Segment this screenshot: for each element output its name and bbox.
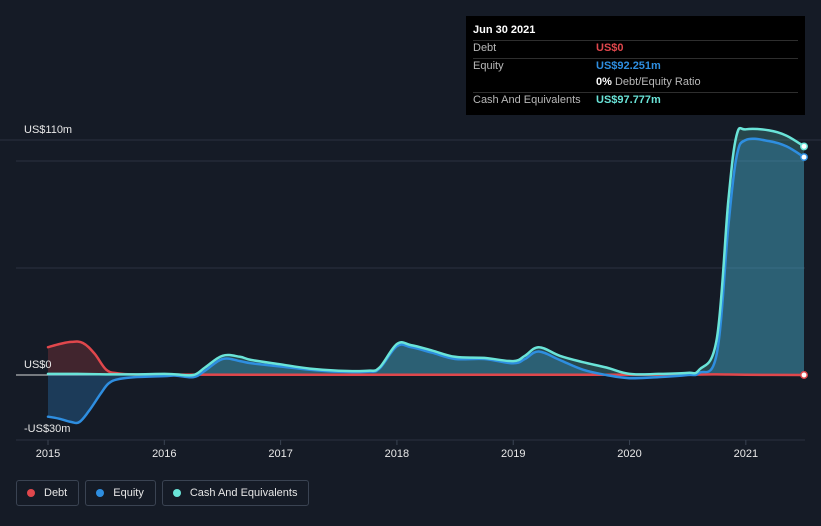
debt-dot-icon <box>27 489 35 497</box>
y-tick-label: -US$30m <box>24 423 70 435</box>
tooltip-row-equity: Equity US$92.251m <box>473 57 798 76</box>
x-tick-label: 2015 <box>36 448 60 460</box>
equity-dot-icon <box>96 489 105 497</box>
x-tick-label: 2019 <box>501 448 525 460</box>
end-markers <box>800 142 808 379</box>
tooltip-row-cash: Cash And Equivalents US$97.777m <box>473 91 798 110</box>
legend: Debt Equity Cash And Equivalents <box>16 480 310 506</box>
series-lines <box>46 126 806 425</box>
y-tick-label: US$110m <box>24 124 72 136</box>
legend-item-equity[interactable]: Equity <box>85 480 156 506</box>
legend-debt-label: Debt <box>44 487 68 499</box>
tooltip-row-ratio: 0% Debt/Equity Ratio <box>473 75 798 92</box>
y-axis-labels: US$110m US$0 -US$30m <box>24 124 72 435</box>
x-tick-label: 2018 <box>385 448 409 460</box>
cash-line <box>46 126 806 377</box>
y-tick-label: US$0 <box>24 359 52 371</box>
grid-lines <box>0 139 821 441</box>
area-fills <box>48 128 804 423</box>
legend-cash-label: Cash And Equivalents <box>189 487 298 499</box>
legend-item-debt[interactable]: Debt <box>16 480 80 506</box>
cash-area <box>48 128 804 376</box>
equity-line <box>46 137 806 425</box>
equity-area <box>48 138 804 423</box>
x-tick-label: 2020 <box>617 448 641 460</box>
tooltip-ratio-label: Debt/Equity Ratio <box>614 76 701 88</box>
tooltip-equity-value: US$92.251m <box>596 59 661 72</box>
x-tick-label: 2017 <box>268 448 292 460</box>
tooltip-ratio-value: 0% <box>596 76 612 88</box>
tooltip-row-debt: Debt US$0 <box>473 40 798 58</box>
equity-end-marker <box>800 153 808 162</box>
cash-dot-icon <box>172 489 181 497</box>
x-tick-label: 2021 <box>734 448 758 460</box>
cash-end-marker <box>800 142 808 151</box>
tooltip-cash-value: US$97.777m <box>596 93 661 106</box>
tooltip-cash-label: Cash And Equivalents <box>473 93 581 106</box>
tooltip: Jun 30 2021 Debt US$0 Equity US$92.251m … <box>466 16 805 115</box>
x-axis-labels: 2015 2016 2017 2018 2019 2020 2021 <box>36 440 758 460</box>
legend-equity-label: Equity <box>113 487 144 499</box>
tooltip-debt-value: US$0 <box>596 42 624 54</box>
tooltip-equity-label: Equity <box>473 59 504 72</box>
x-tick-label: 2016 <box>152 448 176 460</box>
tooltip-date: Jun 30 2021 <box>473 24 536 36</box>
tooltip-debt-label: Debt <box>473 42 497 54</box>
debt-end-marker <box>800 371 808 379</box>
legend-item-cash[interactable]: Cash And Equivalents <box>161 480 310 506</box>
